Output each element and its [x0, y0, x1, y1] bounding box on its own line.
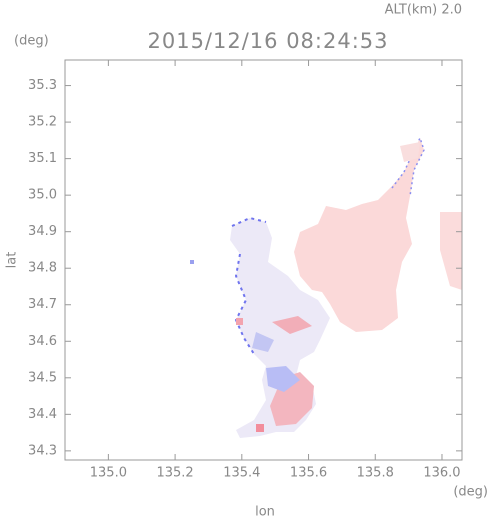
x-tick-label: 135.2: [156, 466, 193, 481]
radar-field: [190, 135, 462, 438]
velocity-region: [440, 212, 462, 290]
velocity-cell: [190, 260, 194, 264]
y-tick-label: 34.8: [28, 261, 57, 276]
x-axis-label: lon: [255, 505, 275, 520]
altitude-label: ALT(km) 2.0: [385, 3, 462, 18]
velocity-region: [266, 366, 300, 392]
chart-title: 2015/12/16 08:24:53: [147, 29, 388, 53]
x-tick-label: 135.0: [90, 466, 127, 481]
plot-frame: [64, 59, 463, 461]
y-tick-label: 34.3: [28, 443, 57, 458]
velocity-edge: [231, 216, 267, 355]
velocity-cell: [236, 318, 243, 325]
y-tick-label: 34.6: [28, 334, 57, 349]
velocity-region: [294, 138, 424, 332]
y-tick-label: 34.7: [28, 297, 57, 312]
velocity-region: [272, 316, 312, 334]
velocity-cell: [256, 424, 264, 432]
velocity-region: [400, 142, 420, 162]
y-tick-label: 35.1: [28, 151, 57, 166]
y-tick-label: 34.4: [28, 407, 57, 422]
y-axis-label: lat: [5, 252, 20, 269]
x-tick-label: 136.0: [423, 466, 460, 481]
x-unit: (deg): [453, 485, 488, 500]
velocity-region: [252, 332, 274, 352]
y-tick-label: 34.9: [28, 224, 57, 239]
velocity-edge: [391, 135, 425, 197]
x-tick-label: 135.8: [357, 466, 394, 481]
x-tick-label: 135.6: [290, 466, 327, 481]
y-unit: (deg): [14, 34, 49, 49]
y-tick-label: 35.2: [28, 115, 57, 130]
x-tick-label: 135.4: [223, 466, 260, 481]
y-tick-label: 35.3: [28, 78, 57, 93]
y-tick-label: 34.5: [28, 370, 57, 385]
y-tick-label: 35.0: [28, 188, 57, 203]
